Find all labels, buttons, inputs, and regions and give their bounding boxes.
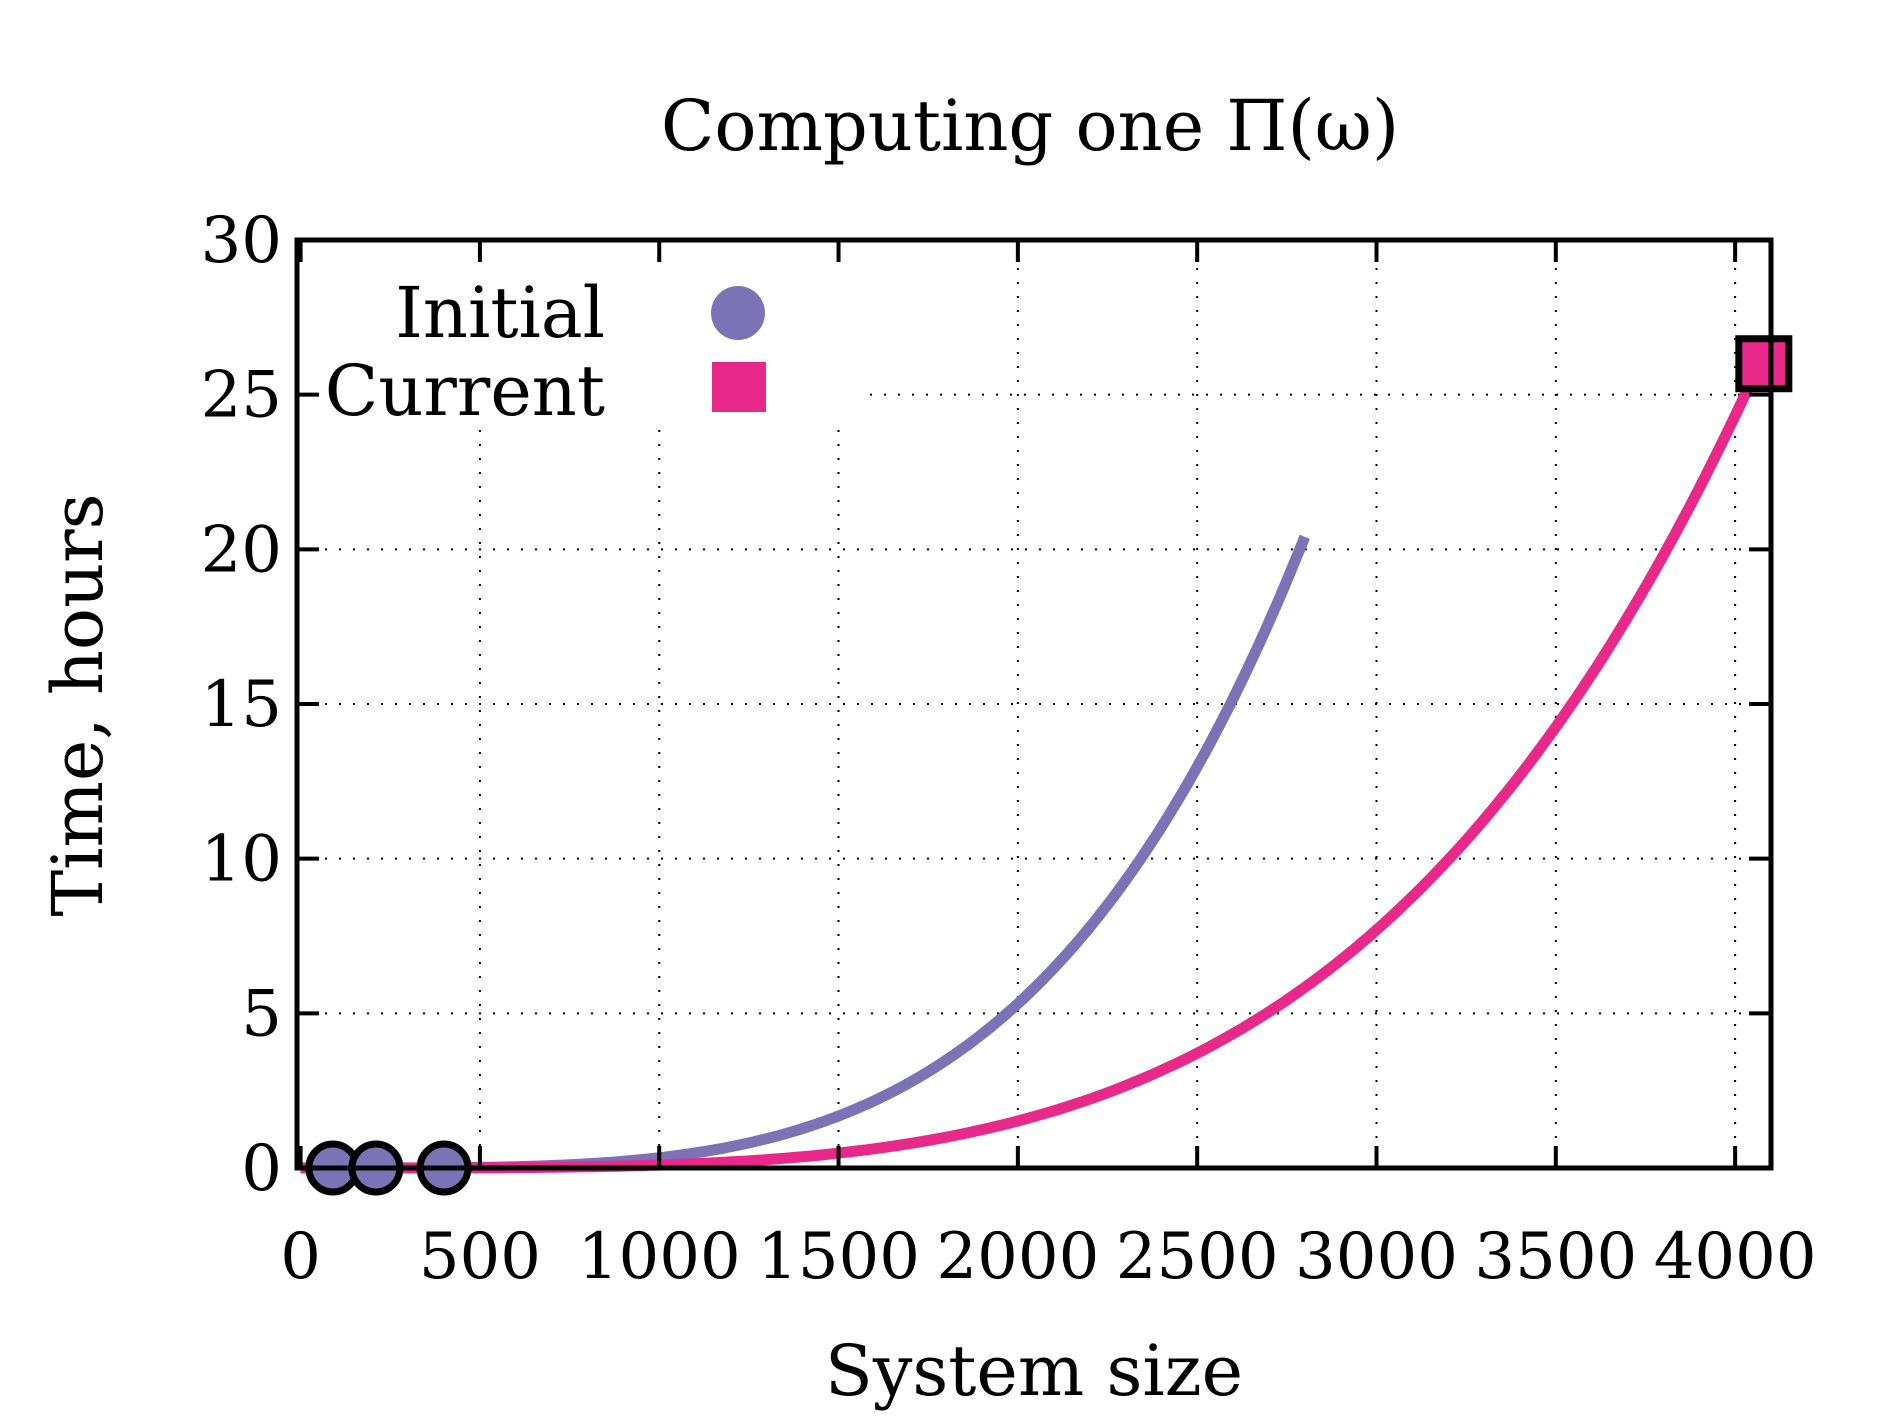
x-tick-label: 4000 — [1654, 1220, 1817, 1294]
fit-curves — [300, 351, 1769, 1174]
data-point-current — [1735, 335, 1793, 393]
x-tick-labels: 0 500 1000 1500 2000 2500 3000 3500 4000 — [280, 1220, 1816, 1294]
x-tick-label: 2000 — [936, 1220, 1099, 1294]
x-tick-label: 3000 — [1295, 1220, 1458, 1294]
axis-ticks — [297, 238, 1771, 1170]
x-tick-label: 0 — [280, 1220, 321, 1294]
x-tick-label: 500 — [419, 1220, 541, 1294]
x-tick-label: 1500 — [757, 1220, 920, 1294]
y-tick-label: 15 — [201, 668, 282, 742]
x-tick-label: 3500 — [1474, 1220, 1637, 1294]
y-tick-label: 20 — [201, 513, 282, 587]
grid — [297, 240, 1771, 1168]
legend-marker-initial — [711, 286, 765, 340]
y-axis-label: Time, hours — [37, 493, 119, 916]
x-tick-label: 1000 — [578, 1220, 741, 1294]
y-tick-label: 30 — [201, 204, 282, 278]
y-tick-labels: 0 5 10 15 20 25 30 — [201, 204, 282, 1206]
y-tick-label: 10 — [201, 823, 282, 897]
legend-label-current: Current — [325, 350, 605, 432]
fit-curve-current — [300, 351, 1769, 1174]
data-points — [305, 335, 1793, 1196]
legend: Initial Current — [325, 272, 766, 432]
y-tick-label: 0 — [241, 1132, 282, 1206]
x-tick-label: 2500 — [1116, 1220, 1279, 1294]
legend-marker-current — [712, 362, 766, 412]
y-tick-label: 25 — [201, 359, 282, 433]
x-axis-label: System size — [825, 1330, 1243, 1412]
legend-label-initial: Initial — [395, 272, 605, 354]
chart-title: Computing one Π(ω) — [661, 85, 1399, 167]
y-tick-label: 5 — [241, 977, 282, 1051]
